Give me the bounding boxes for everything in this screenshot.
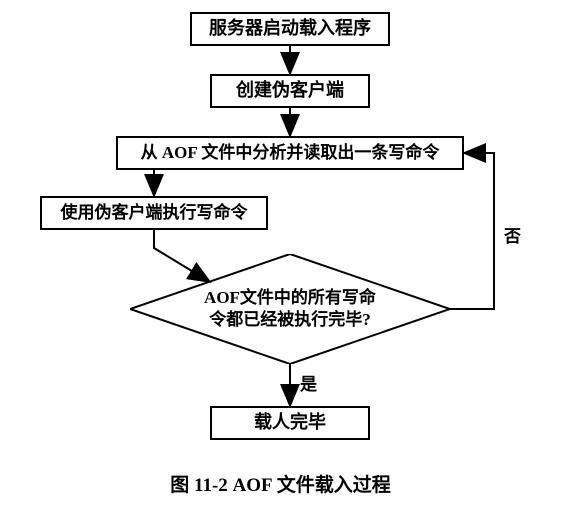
flow-node-start: 服务器启动载入程序 [190, 12, 390, 46]
flow-node-done: 载人完毕 [210, 406, 370, 440]
flow-node-label: 从 AOF 文件中分析并读取出一条写命令 [141, 142, 440, 164]
flow-node-label: 创建伪客户端 [236, 79, 344, 102]
decision-line2: 令都已经被执行完毕? [209, 310, 371, 329]
flow-node-exec-command: 使用伪客户端执行写命令 [40, 196, 268, 230]
figure-caption: 图 11-2 AOF 文件载入过程 [0, 470, 561, 497]
edge-label-no: 否 [504, 222, 521, 247]
flow-node-create-client: 创建伪客户端 [210, 74, 370, 108]
decision-line1: AOF文件中的所有写命 [204, 288, 376, 307]
edge-label-yes: 是 [300, 370, 317, 395]
flow-node-label: 使用伪客户端执行写命令 [61, 202, 248, 224]
flow-node-decision: AOF文件中的所有写命 令都已经被执行完毕? [130, 254, 450, 364]
flowchart-canvas: 服务器启动载入程序 创建伪客户端 从 AOF 文件中分析并读取出一条写命令 使用… [0, 0, 561, 509]
flow-node-label: 服务器启动载入程序 [209, 17, 371, 40]
flow-node-read-command: 从 AOF 文件中分析并读取出一条写命令 [116, 136, 464, 170]
flow-node-label: 载人完毕 [254, 411, 326, 434]
flow-node-label: AOF文件中的所有写命 令都已经被执行完毕? [130, 287, 450, 331]
